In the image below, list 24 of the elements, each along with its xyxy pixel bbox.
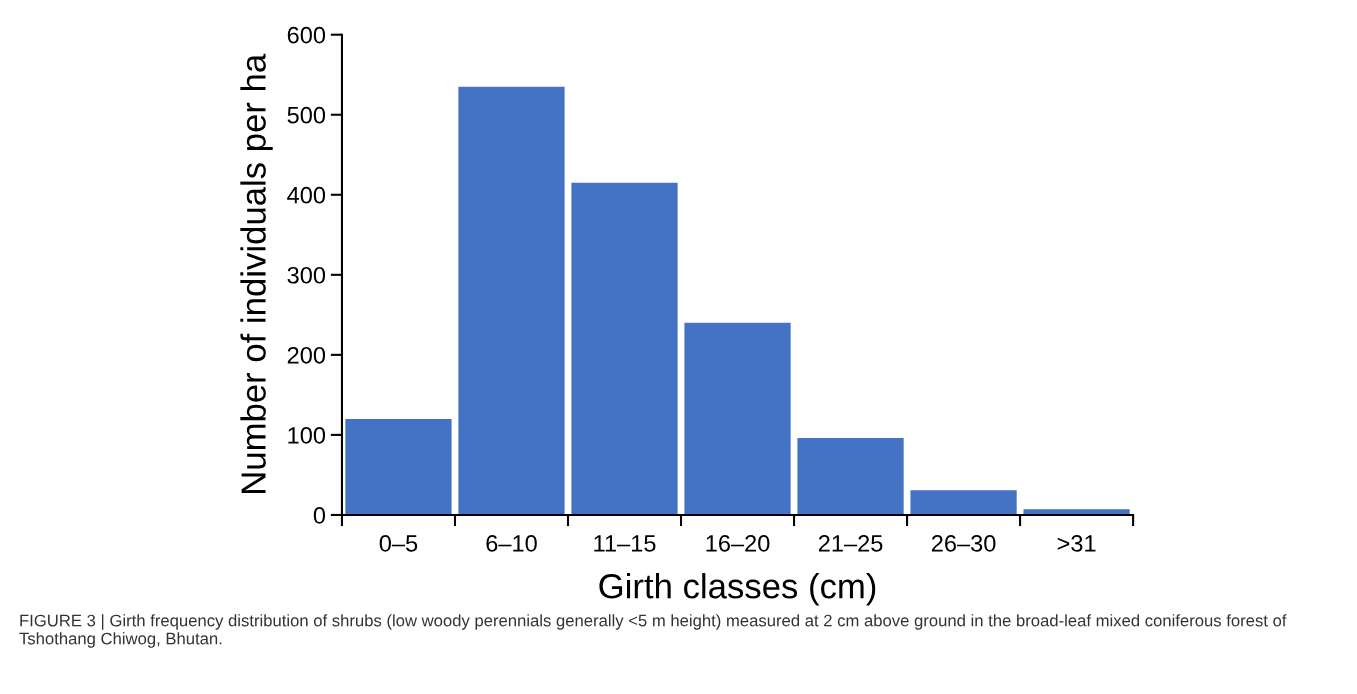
y-tick-label: 0 — [313, 507, 326, 524]
y-tick-label: 100 — [288, 426, 326, 444]
bar — [910, 490, 1017, 515]
y-tick-label: 600 — [287, 26, 326, 44]
y-tick-label: 200 — [287, 346, 326, 364]
x-axis-title: Girth classes (cm) — [599, 573, 876, 606]
y-tick-label: 300 — [287, 266, 326, 284]
bar — [684, 322, 791, 515]
x-tick-label: 11–15 — [594, 535, 656, 552]
x-tick-label: 0–5 — [379, 535, 418, 552]
x-tick-label: 26–30 — [931, 535, 996, 552]
bar — [571, 182, 678, 515]
bar — [1023, 509, 1130, 515]
bar — [458, 86, 565, 515]
y-tick-label: 500 — [287, 106, 326, 124]
x-tick-label: >31 — [1057, 535, 1096, 552]
bar — [797, 438, 904, 515]
x-tick-label: 21–25 — [818, 535, 883, 552]
y-axis-title: Number of individuals per ha — [240, 53, 273, 493]
x-tick-label: 6–10 — [486, 535, 537, 552]
y-tick-label: 400 — [287, 186, 326, 204]
x-tick-label: 16–20 — [706, 535, 770, 552]
bar — [345, 418, 452, 515]
caption: FIGURE 3 | Girth frequency distribution of shrubs (low woody perennials generally <5 m height) measured at 2 cm above ground in the broad-leaf mixed coniferous forest of Tshothang Chiwog, Bhutan. — [19, 614, 1287, 648]
